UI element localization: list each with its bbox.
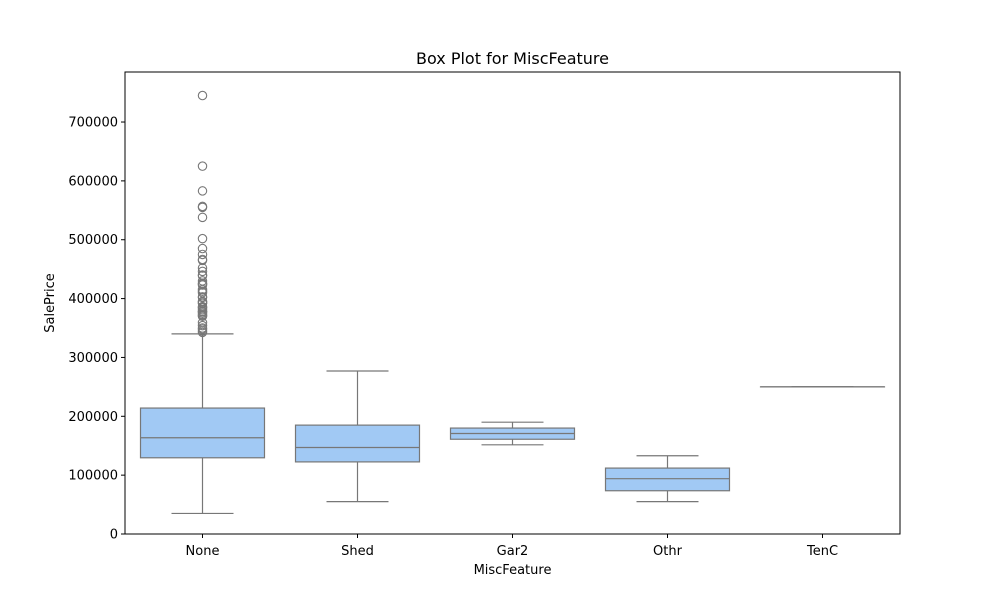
box-othr bbox=[606, 468, 730, 491]
outlier-point bbox=[198, 234, 206, 242]
box-shed bbox=[296, 425, 420, 462]
y-axis-label: SalePrice bbox=[43, 273, 58, 333]
outlier-point bbox=[198, 91, 206, 99]
x-axis-label: MiscFeature bbox=[474, 563, 552, 578]
y-tick-label: 100000 bbox=[68, 469, 118, 484]
x-tick-label: Othr bbox=[653, 544, 683, 559]
x-tick-label: Shed bbox=[341, 544, 374, 559]
y-tick-label: 400000 bbox=[68, 292, 118, 307]
outlier-point bbox=[198, 187, 206, 195]
plot-frame bbox=[125, 72, 900, 534]
y-tick-label: 600000 bbox=[68, 174, 118, 189]
outlier-point bbox=[198, 162, 206, 170]
y-tick-label: 700000 bbox=[68, 116, 118, 131]
x-tick-label: None bbox=[186, 544, 220, 559]
outlier-point bbox=[198, 213, 206, 221]
chart-title: Box Plot for MiscFeature bbox=[416, 49, 609, 68]
y-tick-label: 500000 bbox=[68, 233, 118, 248]
y-tick-label: 0 bbox=[110, 528, 118, 543]
box-none bbox=[141, 408, 265, 458]
x-tick-label: TenC bbox=[806, 544, 838, 559]
y-tick-label: 200000 bbox=[68, 410, 118, 425]
plot-area: 0 100000 200000 300000 400000 500000 600000 700… bbox=[68, 91, 884, 559]
x-tick-label: Gar2 bbox=[497, 544, 529, 559]
y-tick-label: 300000 bbox=[68, 351, 118, 366]
